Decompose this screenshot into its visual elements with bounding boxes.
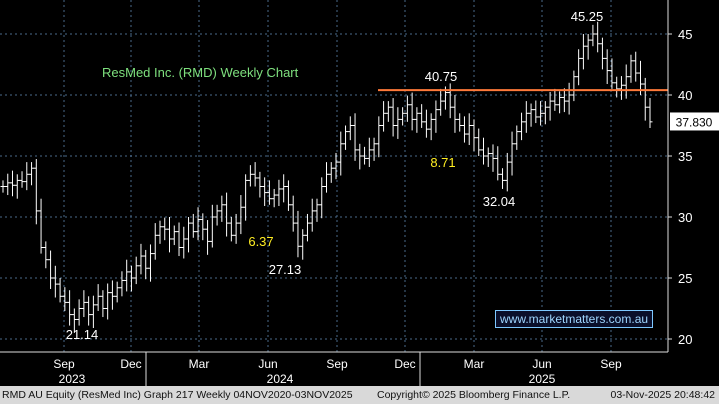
x-year-label: 2023: [59, 372, 86, 386]
x-month-label: Sep: [53, 357, 75, 371]
chart-grid: [0, 0, 668, 352]
last-price-label: 37.830: [676, 115, 713, 129]
x-month-label: Sep: [600, 357, 622, 371]
annotation-label: 21.14: [66, 327, 99, 342]
x-month-label: Jun: [258, 357, 277, 371]
annotation-label: 45.25: [571, 9, 604, 24]
x-year-label: 2025: [529, 372, 556, 386]
watermark-link[interactable]: www.marketmatters.com.au: [495, 310, 654, 328]
annotation-label: 40.75: [425, 69, 458, 84]
x-month-label: Mar: [464, 357, 485, 371]
y-tick-label: 35: [678, 149, 692, 164]
footer-copyright: Copyright© 2025 Bloomberg Finance L.P.: [377, 389, 571, 401]
last-price-box: [670, 112, 719, 131]
footer-bar: RMD AU Equity (ResMed Inc) Graph 217 Wee…: [0, 386, 719, 404]
y-tick-label: 30: [678, 210, 692, 225]
price-bars: [0, 21, 653, 333]
annotation-label: 6.37: [248, 234, 273, 249]
y-tick-label: 40: [678, 88, 692, 103]
chart-annotations: 21.14 6.37 27.13 40.75 8.71 32.04 45.25: [66, 9, 604, 342]
x-year-label: 2024: [267, 372, 294, 386]
footer-security: RMD AU Equity (ResMed Inc) Graph 217 Wee…: [2, 389, 353, 401]
annotation-label: 32.04: [483, 194, 516, 209]
x-month-label: Dec: [120, 357, 141, 371]
y-tick-label: 20: [678, 332, 692, 347]
y-tick-label: 45: [678, 27, 692, 42]
y-axis: 20 25 30 35 40 45 37.830: [667, 0, 719, 352]
footer-timestamp: 03-Nov-2025 20:48:42: [610, 389, 716, 401]
x-month-label: Jun: [532, 357, 551, 371]
annotation-label: 27.13: [269, 262, 302, 277]
y-tick-label: 25: [678, 271, 692, 286]
chart-title: ResMed Inc. (RMD) Weekly Chart: [102, 65, 299, 80]
x-month-label: Dec: [394, 357, 415, 371]
x-month-label: Mar: [189, 357, 210, 371]
x-month-label: Sep: [326, 357, 348, 371]
annotation-label: 8.71: [430, 155, 455, 170]
